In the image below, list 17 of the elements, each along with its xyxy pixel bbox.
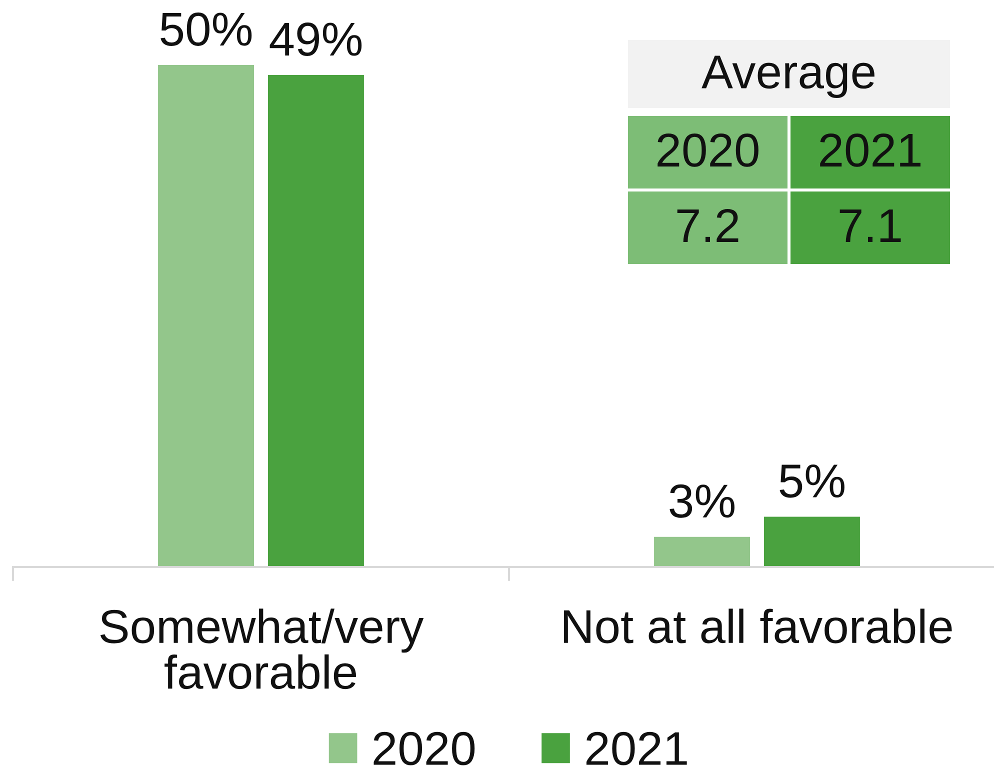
bar xyxy=(764,516,860,567)
legend-label: 2020 xyxy=(374,732,475,766)
data-label: 3% xyxy=(670,484,734,518)
data-label: 7.1 xyxy=(840,209,901,242)
category-label: 2020 xyxy=(658,133,758,167)
data-label: 7.2 xyxy=(677,208,738,242)
bar xyxy=(158,65,254,567)
data-label: 5% xyxy=(780,464,844,498)
x-tick-label: Not at all favorable xyxy=(564,608,952,644)
legend-label: 2021 xyxy=(586,732,687,766)
bar xyxy=(654,536,750,567)
category-label: 2021 xyxy=(820,133,920,167)
data-label: 49% xyxy=(270,22,362,56)
x-tick-label: Somewhat/very favorable xyxy=(100,608,424,690)
data-label: 50% xyxy=(160,12,252,46)
text: Average xyxy=(702,56,874,98)
bar xyxy=(268,75,364,567)
